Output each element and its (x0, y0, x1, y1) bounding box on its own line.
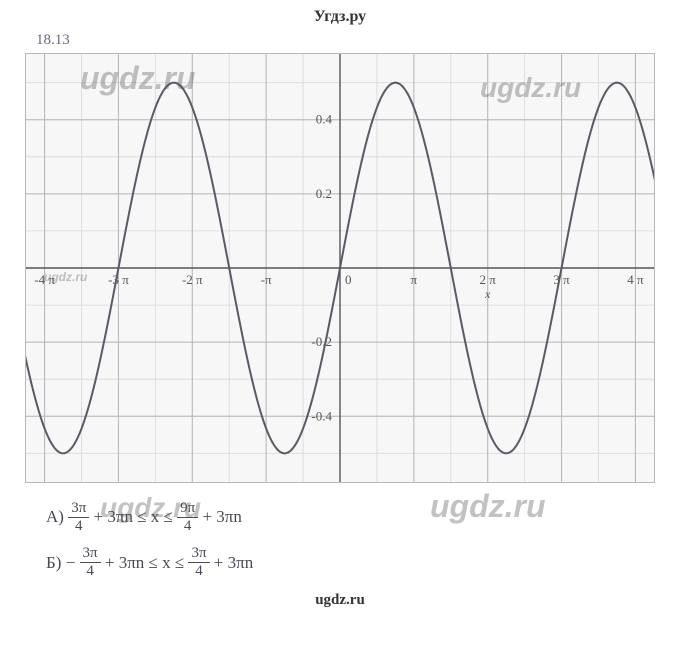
fraction: 3π 4 (68, 501, 89, 534)
svg-text:π: π (411, 272, 418, 287)
svg-text:-π: -π (261, 272, 272, 287)
answer-a: А) 3π 4 + 3πn ≤ x ≤ 9π 4 + 3πn (46, 501, 660, 535)
answer-a-label: А) (46, 507, 64, 526)
problem-number: 18.13 (36, 32, 660, 49)
svg-text:4 π: 4 π (627, 272, 644, 287)
svg-text:-4 π: -4 π (34, 272, 55, 287)
svg-text:x: x (484, 287, 491, 301)
fraction: 9π 4 (177, 501, 198, 534)
svg-text:3 π: 3 π (553, 272, 570, 287)
chart-container: -4 π -3 π -2 π -π 0 π 2 π 3 π 4 π x 0.4 0.2 -0.2 -0.4 (25, 53, 655, 483)
page-header: Угдз.ру (20, 8, 660, 26)
page: Угдз.ру 18.13 -4 π -3 π -2 π -π 0 π 2 π 3 π 4 π x… (0, 0, 680, 664)
svg-text:0: 0 (345, 272, 352, 287)
line-chart: -4 π -3 π -2 π -π 0 π 2 π 3 π 4 π x 0.4 0.2 -0.2 -0.4 (25, 53, 655, 483)
svg-text:-2 π: -2 π (182, 272, 203, 287)
answer-b: Б) − 3π 4 + 3πn ≤ x ≤ 3π 4 + 3πn (46, 547, 660, 581)
fraction: 3π 4 (80, 546, 101, 579)
answer-b-label: Б) (46, 553, 61, 572)
svg-text:-0.4: -0.4 (311, 408, 332, 423)
svg-text:0.4: 0.4 (316, 112, 333, 127)
page-footer: ugdz.ru (20, 592, 660, 609)
svg-text:0.2: 0.2 (316, 186, 332, 201)
fraction: 3π 4 (188, 546, 209, 579)
svg-text:-3 π: -3 π (108, 272, 129, 287)
svg-text:2 π: 2 π (480, 272, 497, 287)
answers-block: А) 3π 4 + 3πn ≤ x ≤ 9π 4 + 3πn Б) − 3π 4… (46, 501, 660, 580)
svg-text:-0.2: -0.2 (311, 334, 332, 349)
